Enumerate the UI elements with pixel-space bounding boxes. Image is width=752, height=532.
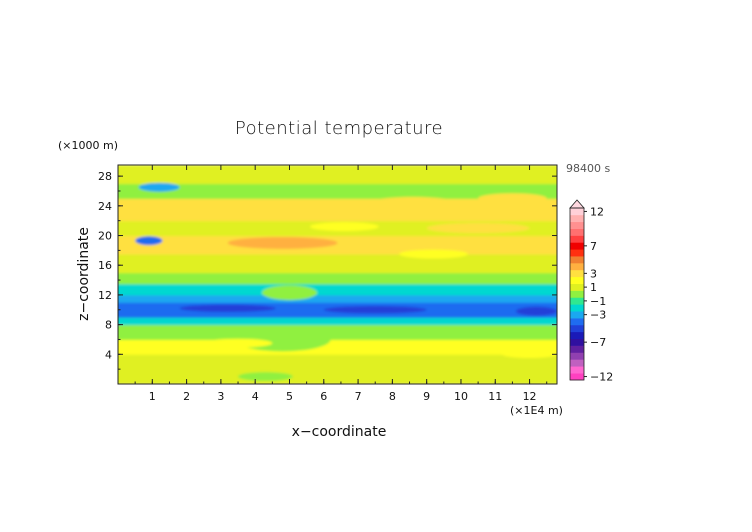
temperature-field: [118, 165, 557, 384]
colorbar-swatch: [570, 345, 584, 353]
colorbar-swatch: [570, 297, 584, 305]
colorbar-swatch: [570, 366, 584, 374]
field-feature-15: [330, 346, 386, 355]
field-band-6: [118, 294, 557, 303]
colorbar-swatch: [570, 269, 584, 278]
field-feature-17: [502, 350, 557, 359]
field-feature-11: [179, 304, 276, 312]
y-axis-ticks: 4 8 12 16 20 24 28: [98, 170, 557, 370]
colorbar-label: −12: [590, 371, 613, 384]
colorbar-swatch: [570, 324, 584, 333]
y-tick-label: 4: [105, 348, 112, 361]
colorbar-swatch: [570, 256, 584, 264]
x-tick-label: 3: [217, 390, 224, 403]
colorbar-swatch: [570, 235, 584, 243]
y-tick-label: 20: [98, 230, 112, 243]
field-feature-4: [371, 196, 455, 208]
colorbar-swatch: [570, 311, 584, 319]
x-tick-label: 7: [355, 390, 362, 403]
y-tick-label: 16: [98, 259, 112, 272]
colorbar-label: −1: [590, 295, 606, 308]
field-feature-0: [138, 182, 180, 192]
colorbar-top-arrow: [569, 199, 585, 209]
field-feature-3: [169, 203, 273, 216]
colorbar-swatch: [570, 352, 584, 360]
field-feature-10: [323, 306, 427, 314]
field-band-3: [118, 324, 557, 340]
colorbar-swatch: [570, 318, 584, 326]
y-tick-label: 24: [98, 200, 112, 213]
field-feature-2: [227, 237, 338, 249]
colorbar-swatch: [570, 331, 584, 340]
x-tick-label: 2: [183, 390, 190, 403]
plot-frame: [117, 164, 558, 385]
x-tick-label: 4: [252, 390, 259, 403]
x-tick-label: 8: [389, 390, 396, 403]
colorbar-swatch: [570, 338, 584, 346]
field-feature-16: [402, 342, 485, 352]
colorbar-swatch: [570, 214, 584, 223]
colorbar-frame: [569, 207, 585, 381]
field-feature-5: [478, 193, 547, 204]
colorbar: 12 7 31−1−3 −7 −12: [569, 199, 613, 384]
colorbar-swatch: [570, 290, 584, 298]
x-tick-label: 1: [149, 390, 156, 403]
x-axis-ticks: 1 2 3 4 5 6 7 8 9 10 11 12: [134, 165, 548, 403]
x-tick-label: 5: [286, 390, 293, 403]
y-axis-label: z−coordinate: [76, 227, 92, 321]
colorbar-swatch: [570, 221, 584, 229]
time-label: 98400 s: [566, 162, 610, 175]
colorbar-swatch: [570, 249, 584, 257]
field-band-14: [118, 165, 557, 185]
x-tick-label: 6: [320, 390, 327, 403]
colorbar-swatch: [570, 283, 584, 291]
colorbar-label: −3: [590, 309, 606, 322]
colorbar-swatch: [570, 263, 584, 271]
field-feature-6: [426, 222, 530, 234]
colorbar-swatch: [570, 276, 584, 284]
field-feature-1: [135, 236, 163, 246]
y-tick-label: 28: [98, 170, 112, 183]
colorbar-label: 1: [590, 281, 597, 294]
field-feature-9: [262, 285, 317, 301]
colorbar-label: 7: [590, 240, 597, 253]
x-tick-label: 9: [423, 390, 430, 403]
colorbar-label: 12: [590, 205, 604, 218]
colorbar-label: 3: [590, 267, 597, 280]
chart-title: Potential temperature: [235, 118, 443, 139]
colorbar-swatch: [570, 228, 584, 236]
y-unit-label: (×1000 m): [58, 139, 118, 152]
colorbar-swatch: [570, 304, 584, 312]
field-band-10: [118, 235, 557, 255]
x-tick-label: 10: [454, 390, 468, 403]
field-band-0: [118, 372, 557, 384]
colorbar-swatch: [570, 208, 584, 216]
colorbar-swatch: [570, 242, 584, 250]
field-feature-7: [310, 222, 379, 232]
field-feature-8: [399, 249, 468, 259]
x-tick-label: 12: [523, 390, 537, 403]
colorbar-swatch: [570, 373, 584, 381]
field-band-9: [118, 254, 557, 274]
x-unit-label: (×1E4 m): [510, 404, 563, 417]
y-tick-label: 12: [98, 289, 112, 302]
field-feature-14: [203, 338, 273, 348]
field-band-7: [118, 283, 557, 296]
x-tick-label: 11: [488, 390, 502, 403]
colorbar-label: −7: [590, 336, 606, 349]
field-band-13: [118, 183, 557, 199]
y-tick-label: 8: [105, 319, 112, 332]
x-axis-label: x−coordinate: [292, 424, 387, 440]
field-band-8: [118, 272, 557, 285]
field-band-4: [118, 317, 557, 326]
field-feature-18: [238, 372, 293, 382]
colorbar-swatch: [570, 359, 584, 367]
field-band-1: [118, 354, 557, 374]
field-feature-12: [515, 306, 557, 316]
